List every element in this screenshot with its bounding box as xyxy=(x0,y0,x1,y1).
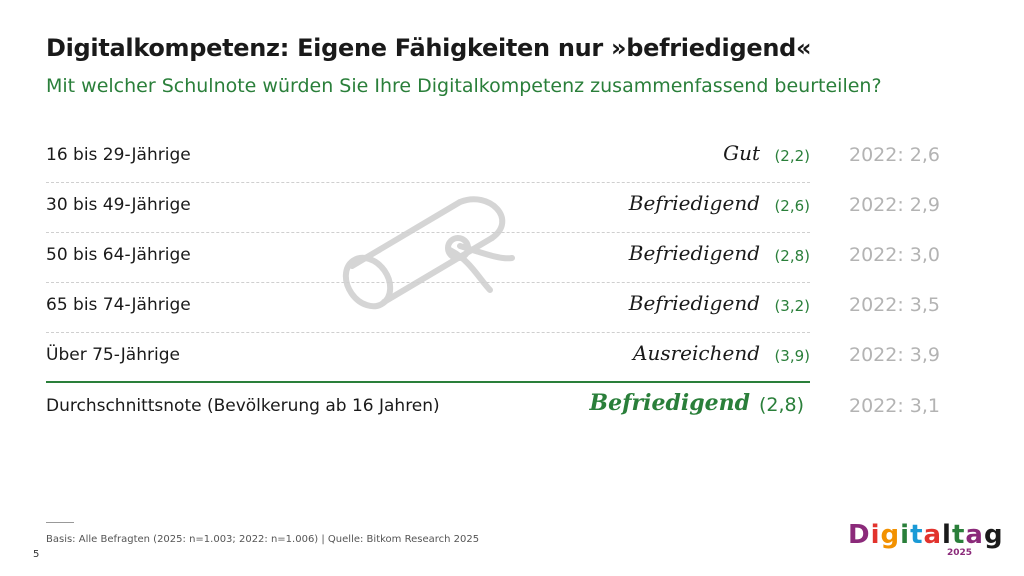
row-label: 30 bis 49-Jährige xyxy=(46,195,191,215)
row-divider xyxy=(46,282,810,283)
row-label: Durchschnittsnote (Bevölkerung ab 16 Jah… xyxy=(46,396,440,416)
row-value: (3,9) xyxy=(774,347,810,365)
footnote: Basis: Alle Befragten (2025: n=1.003; 20… xyxy=(46,534,480,545)
footnote-rule xyxy=(46,522,74,523)
row-divider xyxy=(46,182,810,183)
row-previous-value: 2022: 2,9 xyxy=(849,194,941,216)
average-row: Durchschnittsnote (Bevölkerung ab 16 Jah… xyxy=(46,384,940,434)
row-value: (2,2) xyxy=(774,147,810,165)
table-row: 65 bis 74-Jährige Befriedigend (3,2) 2022: … xyxy=(46,283,940,333)
row-value: (2,8) xyxy=(774,247,810,265)
row-value: (2,6) xyxy=(774,197,810,215)
row-previous-value: 2022: 3,0 xyxy=(849,244,941,266)
row-divider xyxy=(46,232,810,233)
row-previous-value: 2022: 3,5 xyxy=(849,294,941,316)
row-previous-value: 2022: 2,6 xyxy=(849,144,941,166)
row-previous-value: 2022: 3,9 xyxy=(849,344,941,366)
logo-letter: a xyxy=(923,520,943,550)
page-title: Digitalkompetenz: Eigene Fähigkeiten nur… xyxy=(46,34,812,62)
certificate-scroll-icon xyxy=(342,196,515,310)
row-grade: Ausreichend xyxy=(633,341,760,365)
row-divider xyxy=(46,332,810,333)
row-label: 65 bis 74-Jährige xyxy=(46,295,191,315)
logo-wordmark: Digitaltag xyxy=(848,520,1003,550)
table-row: 50 bis 64-Jährige Befriedigend (2,8) 2022: … xyxy=(46,233,940,283)
row-value: (2,8) xyxy=(758,394,804,416)
row-grade: Gut xyxy=(723,141,760,165)
row-grade: Befriedigend xyxy=(589,390,751,416)
row-label: Über 75-Jährige xyxy=(46,345,180,365)
logo-letter: D xyxy=(848,520,871,550)
logo-letter: a xyxy=(965,520,984,550)
table-row: Über 75-Jährige Ausreichend (3,9) 2022: 3,9 xyxy=(46,333,940,383)
logo-letter: i xyxy=(900,520,911,550)
page-subtitle: Mit welcher Schulnote würden Sie Ihre Di… xyxy=(46,75,882,97)
row-grade: Befriedigend xyxy=(628,291,760,315)
logo-letter: l xyxy=(942,520,952,550)
row-grade: Befriedigend xyxy=(628,241,760,265)
row-divider xyxy=(46,381,810,383)
logo-letter: g xyxy=(880,520,901,550)
row-label: 50 bis 64-Jährige xyxy=(46,245,191,265)
logo-letter: i xyxy=(870,520,881,550)
row-label: 16 bis 29-Jährige xyxy=(46,145,191,165)
logo-letter: t xyxy=(951,520,966,550)
row-value: (3,2) xyxy=(774,297,810,315)
row-previous-value: 2022: 3,1 xyxy=(849,395,941,417)
logo-year: 2025 xyxy=(946,548,972,558)
table-row: 16 bis 29-Jährige Gut (2,2) 2022: 2,6 xyxy=(46,133,940,183)
row-grade: Befriedigend xyxy=(628,191,760,215)
digitaltag-logo: Digitaltag 2025 xyxy=(848,520,1003,560)
page-number: 5 xyxy=(33,549,40,560)
table-row: 30 bis 49-Jährige Befriedigend (2,6) 2022: … xyxy=(46,183,940,233)
logo-letter: g xyxy=(983,520,1004,550)
logo-letter: t xyxy=(910,520,924,550)
